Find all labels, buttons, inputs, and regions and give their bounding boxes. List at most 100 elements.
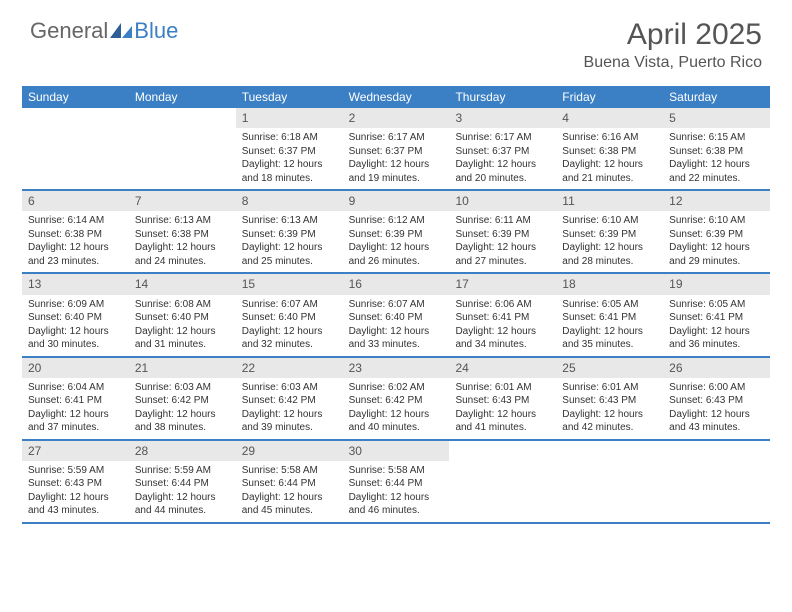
day-number: 19 [663, 274, 770, 294]
day-body: Sunrise: 6:12 AMSunset: 6:39 PMDaylight:… [343, 211, 450, 272]
day-number: 27 [22, 441, 129, 461]
sunrise-line: Sunrise: 6:04 AM [28, 381, 123, 395]
calendar: SundayMondayTuesdayWednesdayThursdayFrid… [22, 86, 770, 524]
day-number: 4 [556, 108, 663, 128]
daylight-line: Daylight: 12 hours and 25 minutes. [242, 241, 337, 268]
sunrise-line: Sunrise: 6:03 AM [242, 381, 337, 395]
sunset-line: Sunset: 6:39 PM [455, 228, 550, 242]
daylight-line: Daylight: 12 hours and 38 minutes. [135, 408, 230, 435]
day-body: Sunrise: 6:01 AMSunset: 6:43 PMDaylight:… [449, 378, 556, 439]
daylight-line: Daylight: 12 hours and 18 minutes. [242, 158, 337, 185]
daylight-line: Daylight: 12 hours and 39 minutes. [242, 408, 337, 435]
day-number: 11 [556, 191, 663, 211]
day-cell: 29Sunrise: 5:58 AMSunset: 6:44 PMDayligh… [236, 441, 343, 522]
day-number: 22 [236, 358, 343, 378]
sunrise-line: Sunrise: 6:08 AM [135, 298, 230, 312]
sunset-line: Sunset: 6:37 PM [242, 145, 337, 159]
day-header-cell: Sunday [22, 86, 129, 108]
logo: General Blue [30, 18, 178, 44]
week-row: 6Sunrise: 6:14 AMSunset: 6:38 PMDaylight… [22, 191, 770, 274]
daylight-line: Daylight: 12 hours and 43 minutes. [28, 491, 123, 518]
daylight-line: Daylight: 12 hours and 29 minutes. [669, 241, 764, 268]
daylight-line: Daylight: 12 hours and 26 minutes. [349, 241, 444, 268]
sunrise-line: Sunrise: 6:05 AM [669, 298, 764, 312]
daylight-line: Daylight: 12 hours and 28 minutes. [562, 241, 657, 268]
sunrise-line: Sunrise: 5:58 AM [349, 464, 444, 478]
day-cell: 19Sunrise: 6:05 AMSunset: 6:41 PMDayligh… [663, 274, 770, 355]
daylight-line: Daylight: 12 hours and 35 minutes. [562, 325, 657, 352]
daylight-line: Daylight: 12 hours and 24 minutes. [135, 241, 230, 268]
day-number: 23 [343, 358, 450, 378]
day-cell: . [449, 441, 556, 522]
day-body: Sunrise: 6:00 AMSunset: 6:43 PMDaylight:… [663, 378, 770, 439]
daylight-line: Daylight: 12 hours and 43 minutes. [669, 408, 764, 435]
day-body: Sunrise: 6:01 AMSunset: 6:43 PMDaylight:… [556, 378, 663, 439]
day-cell: 3Sunrise: 6:17 AMSunset: 6:37 PMDaylight… [449, 108, 556, 189]
sunset-line: Sunset: 6:43 PM [28, 477, 123, 491]
day-body: Sunrise: 6:16 AMSunset: 6:38 PMDaylight:… [556, 128, 663, 189]
day-cell: 5Sunrise: 6:15 AMSunset: 6:38 PMDaylight… [663, 108, 770, 189]
sunrise-line: Sunrise: 6:07 AM [242, 298, 337, 312]
day-cell: 8Sunrise: 6:13 AMSunset: 6:39 PMDaylight… [236, 191, 343, 272]
sunset-line: Sunset: 6:38 PM [669, 145, 764, 159]
day-cell: 15 Sunrise: 6:07 AMSunset: 6:40 PMDayligh… [236, 274, 343, 355]
day-cell: 13Sunrise: 6:09 AMSunset: 6:40 PMDayligh… [22, 274, 129, 355]
daylight-line: Daylight: 12 hours and 34 minutes. [455, 325, 550, 352]
sunrise-line: Sunrise: 6:12 AM [349, 214, 444, 228]
day-body: Sunrise: 6:03 AMSunset: 6:42 PMDaylight:… [236, 378, 343, 439]
sunset-line: Sunset: 6:39 PM [562, 228, 657, 242]
sunset-line: Sunset: 6:40 PM [242, 311, 337, 325]
daylight-line: Daylight: 12 hours and 32 minutes. [242, 325, 337, 352]
day-body: Sunrise: 6:14 AMSunset: 6:38 PMDaylight:… [22, 211, 129, 272]
sunrise-line: Sunrise: 6:07 AM [349, 298, 444, 312]
day-cell: 28Sunrise: 5:59 AMSunset: 6:44 PMDayligh… [129, 441, 236, 522]
sunset-line: Sunset: 6:41 PM [28, 394, 123, 408]
sunset-line: Sunset: 6:43 PM [455, 394, 550, 408]
day-number: 7 [129, 191, 236, 211]
sunset-line: Sunset: 6:39 PM [669, 228, 764, 242]
sunset-line: Sunset: 6:44 PM [135, 477, 230, 491]
sunset-line: Sunset: 6:43 PM [669, 394, 764, 408]
day-body: Sunrise: 5:59 AMSunset: 6:43 PMDaylight:… [22, 461, 129, 522]
sunset-line: Sunset: 6:39 PM [242, 228, 337, 242]
day-header-cell: Friday [556, 86, 663, 108]
day-number: 8 [236, 191, 343, 211]
day-cell: 23Sunrise: 6:02 AMSunset: 6:42 PMDayligh… [343, 358, 450, 439]
sunrise-line: Sunrise: 6:18 AM [242, 131, 337, 145]
week-row: ..1Sunrise: 6:18 AMSunset: 6:37 PMDaylig… [22, 108, 770, 191]
sunrise-line: Sunrise: 6:15 AM [669, 131, 764, 145]
sunset-line: Sunset: 6:37 PM [349, 145, 444, 159]
sunrise-line: Sunrise: 6:17 AM [455, 131, 550, 145]
day-number: 2 [343, 108, 450, 128]
daylight-line: Daylight: 12 hours and 31 minutes. [135, 325, 230, 352]
sunrise-line: Sunrise: 6:10 AM [562, 214, 657, 228]
sunrise-line: Sunrise: 6:16 AM [562, 131, 657, 145]
day-body: Sunrise: 6:10 AMSunset: 6:39 PMDaylight:… [663, 211, 770, 272]
sunset-line: Sunset: 6:41 PM [455, 311, 550, 325]
sunrise-line: Sunrise: 6:13 AM [135, 214, 230, 228]
day-number: 15 [236, 274, 343, 294]
day-cell: 24Sunrise: 6:01 AMSunset: 6:43 PMDayligh… [449, 358, 556, 439]
day-header-cell: Saturday [663, 86, 770, 108]
day-cell: 18Sunrise: 6:05 AMSunset: 6:41 PMDayligh… [556, 274, 663, 355]
sunset-line: Sunset: 6:40 PM [135, 311, 230, 325]
sunrise-line: Sunrise: 6:17 AM [349, 131, 444, 145]
day-body: Sunrise: 6:04 AMSunset: 6:41 PMDaylight:… [22, 378, 129, 439]
daylight-line: Daylight: 12 hours and 36 minutes. [669, 325, 764, 352]
day-number: 29 [236, 441, 343, 461]
day-body: Sunrise: 6:17 AMSunset: 6:37 PMDaylight:… [449, 128, 556, 189]
daylight-line: Daylight: 12 hours and 27 minutes. [455, 241, 550, 268]
day-cell: . [663, 441, 770, 522]
sunset-line: Sunset: 6:38 PM [562, 145, 657, 159]
day-cell: 12Sunrise: 6:10 AMSunset: 6:39 PMDayligh… [663, 191, 770, 272]
daylight-line: Daylight: 12 hours and 45 minutes. [242, 491, 337, 518]
sunrise-line: Sunrise: 5:59 AM [135, 464, 230, 478]
sunset-line: Sunset: 6:40 PM [349, 311, 444, 325]
daylight-line: Daylight: 12 hours and 33 minutes. [349, 325, 444, 352]
sunset-line: Sunset: 6:42 PM [349, 394, 444, 408]
day-body: Sunrise: 6:13 AMSunset: 6:38 PMDaylight:… [129, 211, 236, 272]
day-cell: . [556, 441, 663, 522]
daylight-line: Daylight: 12 hours and 19 minutes. [349, 158, 444, 185]
day-number: 14 [129, 274, 236, 294]
day-header-row: SundayMondayTuesdayWednesdayThursdayFrid… [22, 86, 770, 108]
